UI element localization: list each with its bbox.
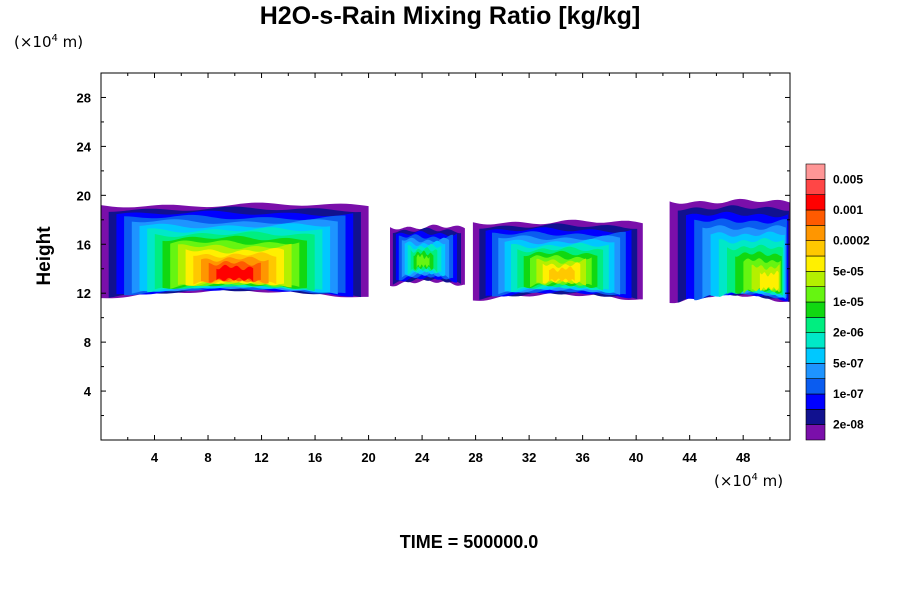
colorbar-swatch <box>805 163 826 180</box>
x-tick-label: 40 <box>629 450 643 465</box>
x-tick-label: 16 <box>308 450 322 465</box>
plot-frame <box>100 72 791 441</box>
colorbar-label: 1e-05 <box>833 295 864 309</box>
colorbar-swatch <box>805 271 826 287</box>
y-tick-label: 20 <box>77 188 91 203</box>
contour-band <box>416 254 430 268</box>
chart-title: H2O-s-Rain Mixing Ratio [kg/kg] <box>259 2 641 30</box>
x-unit-exponent: 4 <box>751 472 758 483</box>
x-tick-label: 24 <box>415 450 430 465</box>
y-tick-label: 12 <box>77 286 91 301</box>
cloud-band-central <box>472 219 643 301</box>
colorbar-swatch <box>805 363 826 379</box>
colorbar-swatch <box>805 378 826 395</box>
x-tick-label: 36 <box>575 450 589 465</box>
y-unit-suffix: m) <box>57 33 84 51</box>
y-axis-label: Height <box>34 226 55 286</box>
colorbar-label: 0.005 <box>833 172 863 186</box>
x-tick-label: 48 <box>736 450 750 465</box>
colorbar-swatch <box>805 409 826 425</box>
colorbar-swatch <box>805 393 826 410</box>
colorbar-swatch <box>805 317 826 333</box>
x-tick-label: 32 <box>522 450 536 465</box>
y-tick-label: 24 <box>77 139 92 154</box>
colorbar-swatch <box>805 209 826 226</box>
colorbar-label: 2e-06 <box>833 326 864 340</box>
y-unit-prefix: (×10 <box>14 33 52 51</box>
y-tick-label: 4 <box>84 384 92 399</box>
colorbar-swatch <box>805 225 826 241</box>
colorbar-swatch <box>805 286 826 303</box>
contour-band <box>759 270 779 291</box>
colorbar-label: 1e-07 <box>833 387 864 401</box>
y-unit-exponent: 4 <box>51 33 58 44</box>
colorbar-swatch <box>805 347 826 364</box>
colorbar: 2e-08 1e-07 5e-07 2e-06 1e-05 5e-05 0.0002 0.00… <box>805 163 870 441</box>
colorbar-swatch <box>805 194 826 211</box>
colorbar-label: 0.0002 <box>833 234 870 248</box>
x-axis-unit: (×104 m) <box>714 472 783 490</box>
colorbar-swatch <box>805 424 826 441</box>
contour-band <box>549 266 575 282</box>
y-tick-label: 8 <box>84 335 91 350</box>
cloud-band-east <box>669 198 790 304</box>
x-tick-label: 4 <box>151 450 159 465</box>
time-label: TIME = 500000.0 <box>399 532 539 552</box>
y-tick-label: 28 <box>77 90 91 105</box>
contour-band <box>216 264 254 282</box>
x-tick-label: 12 <box>254 450 268 465</box>
colorbar-swatch <box>805 179 826 195</box>
colorbar-swatch <box>805 240 826 257</box>
colorbar-swatch <box>805 255 826 272</box>
cloud-band-west <box>101 202 369 299</box>
colorbar-label: 2e-08 <box>833 418 864 432</box>
cloud-cell-24 <box>390 224 465 287</box>
x-unit-suffix: m) <box>757 472 784 490</box>
colorbar-label: 0.001 <box>833 203 863 217</box>
x-tick-label: 28 <box>468 450 482 465</box>
colorbar-label: 5e-05 <box>833 264 864 278</box>
x-unit-prefix: (×10 <box>714 472 752 490</box>
heatmap-field <box>101 198 790 304</box>
x-tick-label: 44 <box>682 450 697 465</box>
colorbar-swatch <box>805 301 826 318</box>
colorbar-swatch <box>805 332 826 349</box>
y-tick-label: 16 <box>77 237 91 252</box>
y-axis-unit: (×104 m) <box>14 33 83 51</box>
x-tick-label: 8 <box>204 450 211 465</box>
colorbar-label: 5e-07 <box>833 356 864 370</box>
x-tick-label: 20 <box>361 450 375 465</box>
